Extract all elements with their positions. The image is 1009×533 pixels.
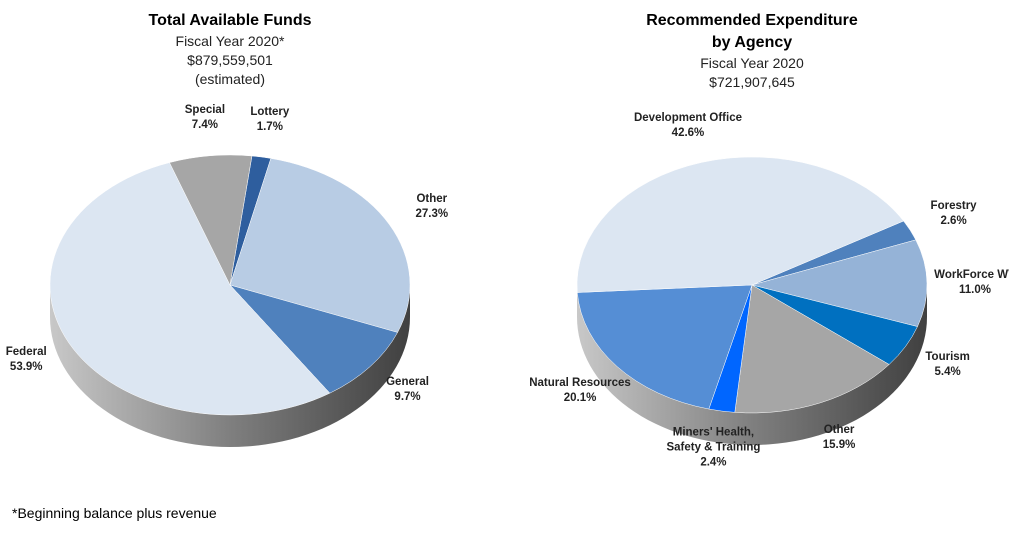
slice-name: Natural Resources xyxy=(529,376,631,389)
pie-slice xyxy=(734,284,890,414)
slice-name: Other xyxy=(416,192,448,205)
slice-percent: 53.9% xyxy=(9,361,43,374)
slice-percent: 2.6% xyxy=(940,215,967,227)
pie-slice xyxy=(576,156,904,293)
slice-name: WorkForce WV xyxy=(934,268,1009,281)
chart-subtitle: Fiscal Year 2020 xyxy=(700,55,804,71)
slice-name: Lottery xyxy=(250,105,290,118)
slice-name: Special xyxy=(184,104,226,117)
slice-percent: 11.0% xyxy=(958,283,991,296)
slice-label: Forestry 2.6% xyxy=(899,199,1009,229)
slice-name: Federal xyxy=(5,346,47,359)
footnote: *Beginning balance plus revenue xyxy=(12,505,217,521)
slice-name: Forestry xyxy=(930,200,977,212)
slice-label: Miners' Health, Safety & Training 2.4% xyxy=(658,426,768,471)
pie-slice xyxy=(751,239,928,327)
chart-title: Total Available Funds xyxy=(148,12,312,29)
slice-percent: 27.3% xyxy=(415,207,449,220)
slice-label: Other 27.3% xyxy=(377,192,487,222)
pie-slice xyxy=(169,154,253,286)
slice-percent: 20.1% xyxy=(563,391,597,404)
slice-label: Development Office 42.6% xyxy=(633,111,743,141)
pie-slice xyxy=(49,162,331,416)
slice-name: Other xyxy=(823,423,855,436)
chart-subtitle: $879,559,501 xyxy=(187,52,273,68)
slice-percent: 42.6% xyxy=(671,126,705,139)
slice-label: Natural Resources 20.1% xyxy=(525,376,635,406)
slice-name: Miners' Health, Safety & Training xyxy=(666,426,761,454)
chart-title: Recommended Expenditure by Agency xyxy=(646,12,858,51)
slice-label: General 9.7% xyxy=(353,375,463,405)
slice-name: General xyxy=(386,376,429,389)
slice-name: Development Office xyxy=(633,111,742,124)
pie-slice xyxy=(577,284,753,410)
slice-percent: 9.7% xyxy=(394,391,421,404)
slice-percent: 15.9% xyxy=(822,438,856,451)
chart-subtitle: Fiscal Year 2020* xyxy=(175,33,285,49)
slice-percent: 7.4% xyxy=(191,119,218,132)
chart-subtitle: (estimated) xyxy=(194,71,266,87)
slice-label: WorkForce WV 11.0% xyxy=(920,268,1009,298)
slice-label: Tourism 5.4% xyxy=(893,350,1003,380)
slice-percent: 1.7% xyxy=(256,120,283,133)
chart-subtitle: $721,907,645 xyxy=(709,74,795,90)
pie-slice xyxy=(229,284,398,394)
slice-label: Federal 53.9% xyxy=(0,345,81,375)
slice-percent: 2.4% xyxy=(700,456,727,469)
slice-name: Tourism xyxy=(925,350,970,363)
slice-percent: 5.4% xyxy=(934,365,961,378)
pie-slice xyxy=(229,158,411,333)
slice-label: Special 7.4% xyxy=(150,103,260,133)
slice-label: Other 15.9% xyxy=(784,423,894,453)
slice-label: Lottery 1.7% xyxy=(215,105,325,135)
